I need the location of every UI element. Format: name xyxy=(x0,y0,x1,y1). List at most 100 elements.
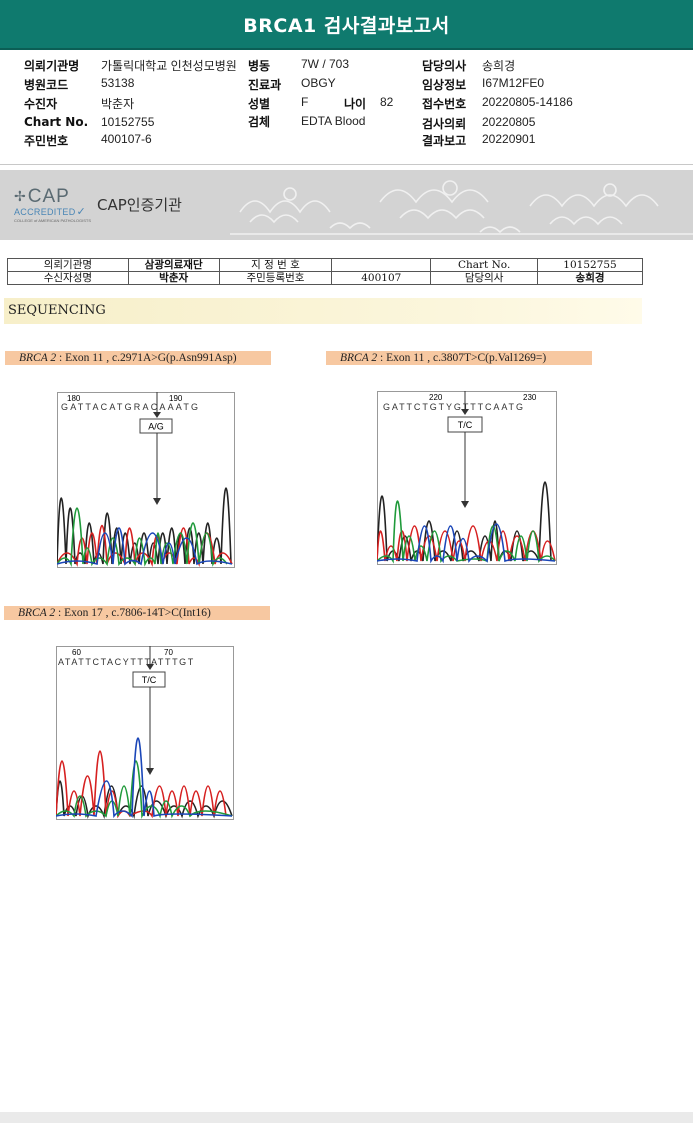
mutation-label-1: BRCA 2 : Exon 11 , c.2971A>G(p.Asn991Asp… xyxy=(5,351,271,365)
variant-call: T/C xyxy=(142,675,157,685)
trace-group xyxy=(57,487,233,568)
resident-no-label: 주민번호 xyxy=(24,134,69,148)
department-label: 진료과 xyxy=(248,78,282,92)
table-cell: 의뢰기관명 xyxy=(7,258,129,272)
sequencing-band xyxy=(4,298,642,324)
cap-banner xyxy=(0,170,693,240)
hospital-code-label: 병원코드 xyxy=(24,78,69,92)
arrow-head-icon xyxy=(146,664,154,670)
trace-red xyxy=(57,525,233,568)
position-label: 180 xyxy=(67,394,81,403)
report-title: BRCA1 검사결과보고서 xyxy=(243,15,450,37)
specimen-label: 검체 xyxy=(248,115,271,129)
ward-label: 병동 xyxy=(248,59,271,73)
trace-black xyxy=(56,780,233,820)
mutation-detail: : Exon 17 , c.7806-14T>C(Int16) xyxy=(55,607,211,619)
table-cell: 지 정 번 호 xyxy=(218,258,333,272)
age-label: 나이 xyxy=(344,97,367,111)
institution-value: 가톨릭대학교 인천성모병원 xyxy=(101,59,237,73)
base-sequence: ATATTCTACYTTTATTTGT xyxy=(58,657,195,667)
arrow-head-icon xyxy=(461,409,469,415)
cap-logo-text: CAP xyxy=(27,186,70,207)
chart-no-label: Chart No. xyxy=(24,115,89,129)
sequencing-title: SEQUENCING xyxy=(8,303,106,318)
report-date-label: 결과보고 xyxy=(422,134,467,148)
mutation-detail: : Exon 11 , c.3807T>C(p.Val1269=) xyxy=(377,352,547,364)
position-label: 60 xyxy=(72,648,81,657)
cap-accredited-text: ACCREDITED xyxy=(14,206,76,217)
mutation-label-2: BRCA 2 : Exon 11 , c.3807T>C(p.Val1269=) xyxy=(326,351,592,365)
cap-logo: ✢ CAP ACCREDITED ✓ COLLEGE of AMERICAN P… xyxy=(14,186,91,223)
table-cell: 주민등록번호 xyxy=(218,271,333,285)
table-row: 의뢰기관명 삼광의료재단 지 정 번 호 Chart No. 10152755 xyxy=(7,258,643,272)
trace-green xyxy=(56,760,233,820)
check-icon: ✓ xyxy=(76,205,86,218)
arrow-head-icon xyxy=(461,501,469,508)
table-cell xyxy=(331,258,432,272)
lab-header-table: 의뢰기관명 삼광의료재단 지 정 번 호 Chart No. 10152755 … xyxy=(7,258,643,285)
trace-blue xyxy=(377,523,556,564)
footer-strip xyxy=(0,1112,693,1123)
request-date-label: 검사의뢰 xyxy=(422,117,467,131)
gene-name: BRCA 2 xyxy=(18,607,56,619)
chromatogram-3: 60 70 ATATTCTACYTTTATTTGT T/C xyxy=(56,646,234,820)
divider xyxy=(0,164,693,165)
call-box xyxy=(132,671,166,688)
arrow-head-icon xyxy=(153,412,161,418)
base-sequence: GATTCTGTYGTTTCAATG xyxy=(383,402,525,412)
cap-emblem-icon: ✢ xyxy=(14,189,26,205)
trace-green xyxy=(57,507,228,568)
patient-label: 수진자 xyxy=(24,97,58,111)
age-value: 82 xyxy=(380,95,394,109)
trace-group xyxy=(56,737,233,820)
trace-blue xyxy=(56,737,233,819)
cap-certified-text: CAP인증기관 xyxy=(97,196,182,214)
arrow-head-icon xyxy=(146,768,154,775)
call-box xyxy=(139,418,173,434)
patient-value: 박춘자 xyxy=(101,97,135,111)
specimen-value: EDTA Blood xyxy=(301,114,366,128)
chromatogram-1: 180 190 GATTACATGRACAAATG A/G xyxy=(57,392,235,568)
gene-name: BRCA 2 xyxy=(19,352,57,364)
ward-value: 7W / 703 xyxy=(301,57,350,71)
table-cell: 담당의사 xyxy=(430,271,539,285)
variant-call: A/G xyxy=(148,422,164,432)
chromatogram-2: 220 230 GATTCTGTYGTTTCAATG T/C xyxy=(377,391,557,565)
table-row: 수신자성명 박춘자 주민등록번호 400107 담당의사 송희경 xyxy=(7,271,643,285)
doctor-label: 담당의사 xyxy=(422,59,467,73)
receipt-label: 접수번호 xyxy=(422,97,467,111)
trace-group xyxy=(377,481,556,564)
cap-college-text: COLLEGE of AMERICAN PATHOLOGISTS xyxy=(14,218,91,223)
position-label: 230 xyxy=(523,393,537,402)
trace-red xyxy=(377,525,556,562)
sex-label: 성별 xyxy=(248,97,271,111)
title-bar xyxy=(0,0,693,50)
resident-no-value: 400107-6 xyxy=(101,132,152,146)
clinical-label: 임상정보 xyxy=(422,78,467,92)
gene-name: BRCA 2 xyxy=(340,352,378,364)
trace-green xyxy=(377,500,556,564)
department-value: OBGY xyxy=(301,76,336,90)
sex-value: F xyxy=(301,95,309,109)
table-cell: 10152755 xyxy=(537,258,643,272)
mutation-detail: : Exon 11 , c.2971A>G(p.Asn991Asp) xyxy=(56,352,237,364)
position-label: 190 xyxy=(169,394,183,403)
cloud-pattern xyxy=(230,180,693,235)
table-cell: 박춘자 xyxy=(127,271,220,285)
institution-label: 의뢰기관명 xyxy=(24,59,80,73)
position-label: 220 xyxy=(429,393,443,402)
clinical-value: I67M12FE0 xyxy=(482,76,545,90)
chart-no-value: 10152755 xyxy=(101,115,155,129)
request-date-value: 20220805 xyxy=(482,115,536,129)
table-cell: 송희경 xyxy=(537,271,643,285)
hospital-code-value: 53138 xyxy=(101,76,135,90)
trace-black xyxy=(377,481,552,562)
table-cell: 수신자성명 xyxy=(7,271,129,285)
report-date-value: 20220901 xyxy=(482,132,536,146)
mutation-label-3: BRCA 2 : Exon 17 , c.7806-14T>C(Int16) xyxy=(4,606,270,620)
doctor-value: 송희경 xyxy=(482,59,516,73)
table-cell: 삼광의료재단 xyxy=(127,258,220,272)
arrow-head-icon xyxy=(153,498,161,505)
base-sequence: GATTACATGRACAAATG xyxy=(61,402,200,412)
variant-call: T/C xyxy=(458,420,473,430)
